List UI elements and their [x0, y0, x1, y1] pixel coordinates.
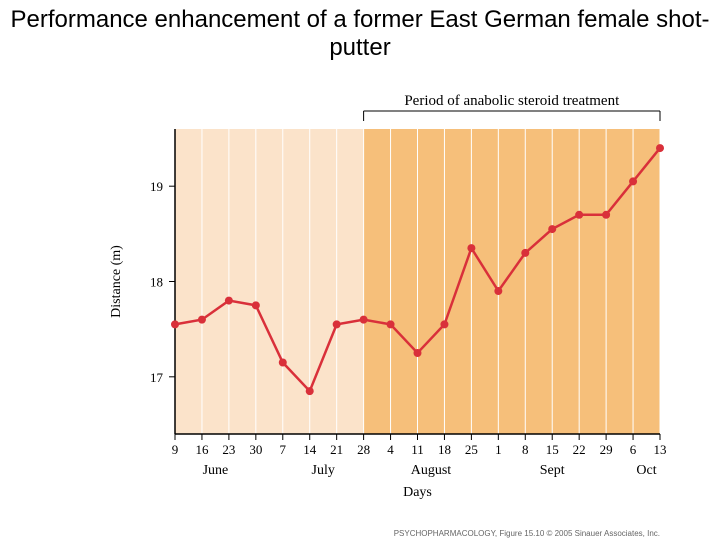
data-marker — [602, 211, 610, 219]
data-marker — [440, 320, 448, 328]
x-tick-label: 18 — [438, 442, 451, 457]
x-tick-label: 11 — [411, 442, 424, 457]
data-marker — [467, 244, 475, 252]
x-tick-label: 21 — [330, 442, 343, 457]
x-tick-label: 9 — [172, 442, 179, 457]
data-marker — [225, 297, 233, 305]
data-marker — [171, 320, 179, 328]
annotation-label: Period of anabolic steroid treatment — [404, 93, 620, 109]
x-tick-label: 6 — [630, 442, 637, 457]
data-marker — [629, 177, 637, 185]
data-marker — [333, 320, 341, 328]
x-tick-label: 4 — [387, 442, 394, 457]
x-month-label: August — [411, 463, 452, 478]
data-marker — [521, 249, 529, 257]
x-tick-label: 25 — [465, 442, 478, 457]
data-marker — [198, 316, 206, 324]
x-axis-label: Days — [403, 485, 432, 500]
x-month-label: Sept — [540, 463, 565, 478]
x-month-label: June — [203, 463, 229, 478]
data-marker — [494, 287, 502, 295]
y-tick-label: 17 — [150, 370, 164, 385]
x-tick-label: 14 — [303, 442, 317, 457]
x-tick-label: 13 — [654, 442, 667, 457]
treatment-region — [364, 129, 660, 434]
page-title: Performance enhancement of a former East… — [0, 0, 720, 64]
x-tick-label: 23 — [222, 442, 235, 457]
y-tick-label: 19 — [150, 179, 163, 194]
data-marker — [656, 144, 664, 152]
x-tick-label: 1 — [495, 442, 502, 457]
data-marker — [548, 225, 556, 233]
attribution-text: PSYCHOPHARMACOLOGY, Figure 15.10 © 2005 … — [394, 529, 660, 538]
data-marker — [387, 320, 395, 328]
data-marker — [252, 301, 260, 309]
x-tick-label: 15 — [546, 442, 559, 457]
x-tick-label: 22 — [573, 442, 586, 457]
x-month-label: July — [312, 463, 335, 478]
y-axis-label: Distance (m) — [109, 245, 124, 318]
x-tick-label: 28 — [357, 442, 370, 457]
y-tick-label: 18 — [150, 275, 163, 290]
x-tick-label: 30 — [249, 442, 262, 457]
chart-container: Period of anabolic steroid treatment1718… — [0, 64, 720, 544]
data-marker — [306, 387, 314, 395]
x-tick-label: 16 — [195, 442, 209, 457]
data-marker — [279, 359, 287, 367]
line-chart: Period of anabolic steroid treatment1718… — [0, 64, 720, 534]
x-month-label: Oct — [636, 463, 656, 478]
data-marker — [360, 316, 368, 324]
data-marker — [414, 349, 422, 357]
pre-treatment-region — [175, 129, 364, 434]
x-tick-label: 29 — [600, 442, 613, 457]
x-tick-label: 8 — [522, 442, 529, 457]
data-marker — [575, 211, 583, 219]
x-tick-label: 7 — [280, 442, 287, 457]
